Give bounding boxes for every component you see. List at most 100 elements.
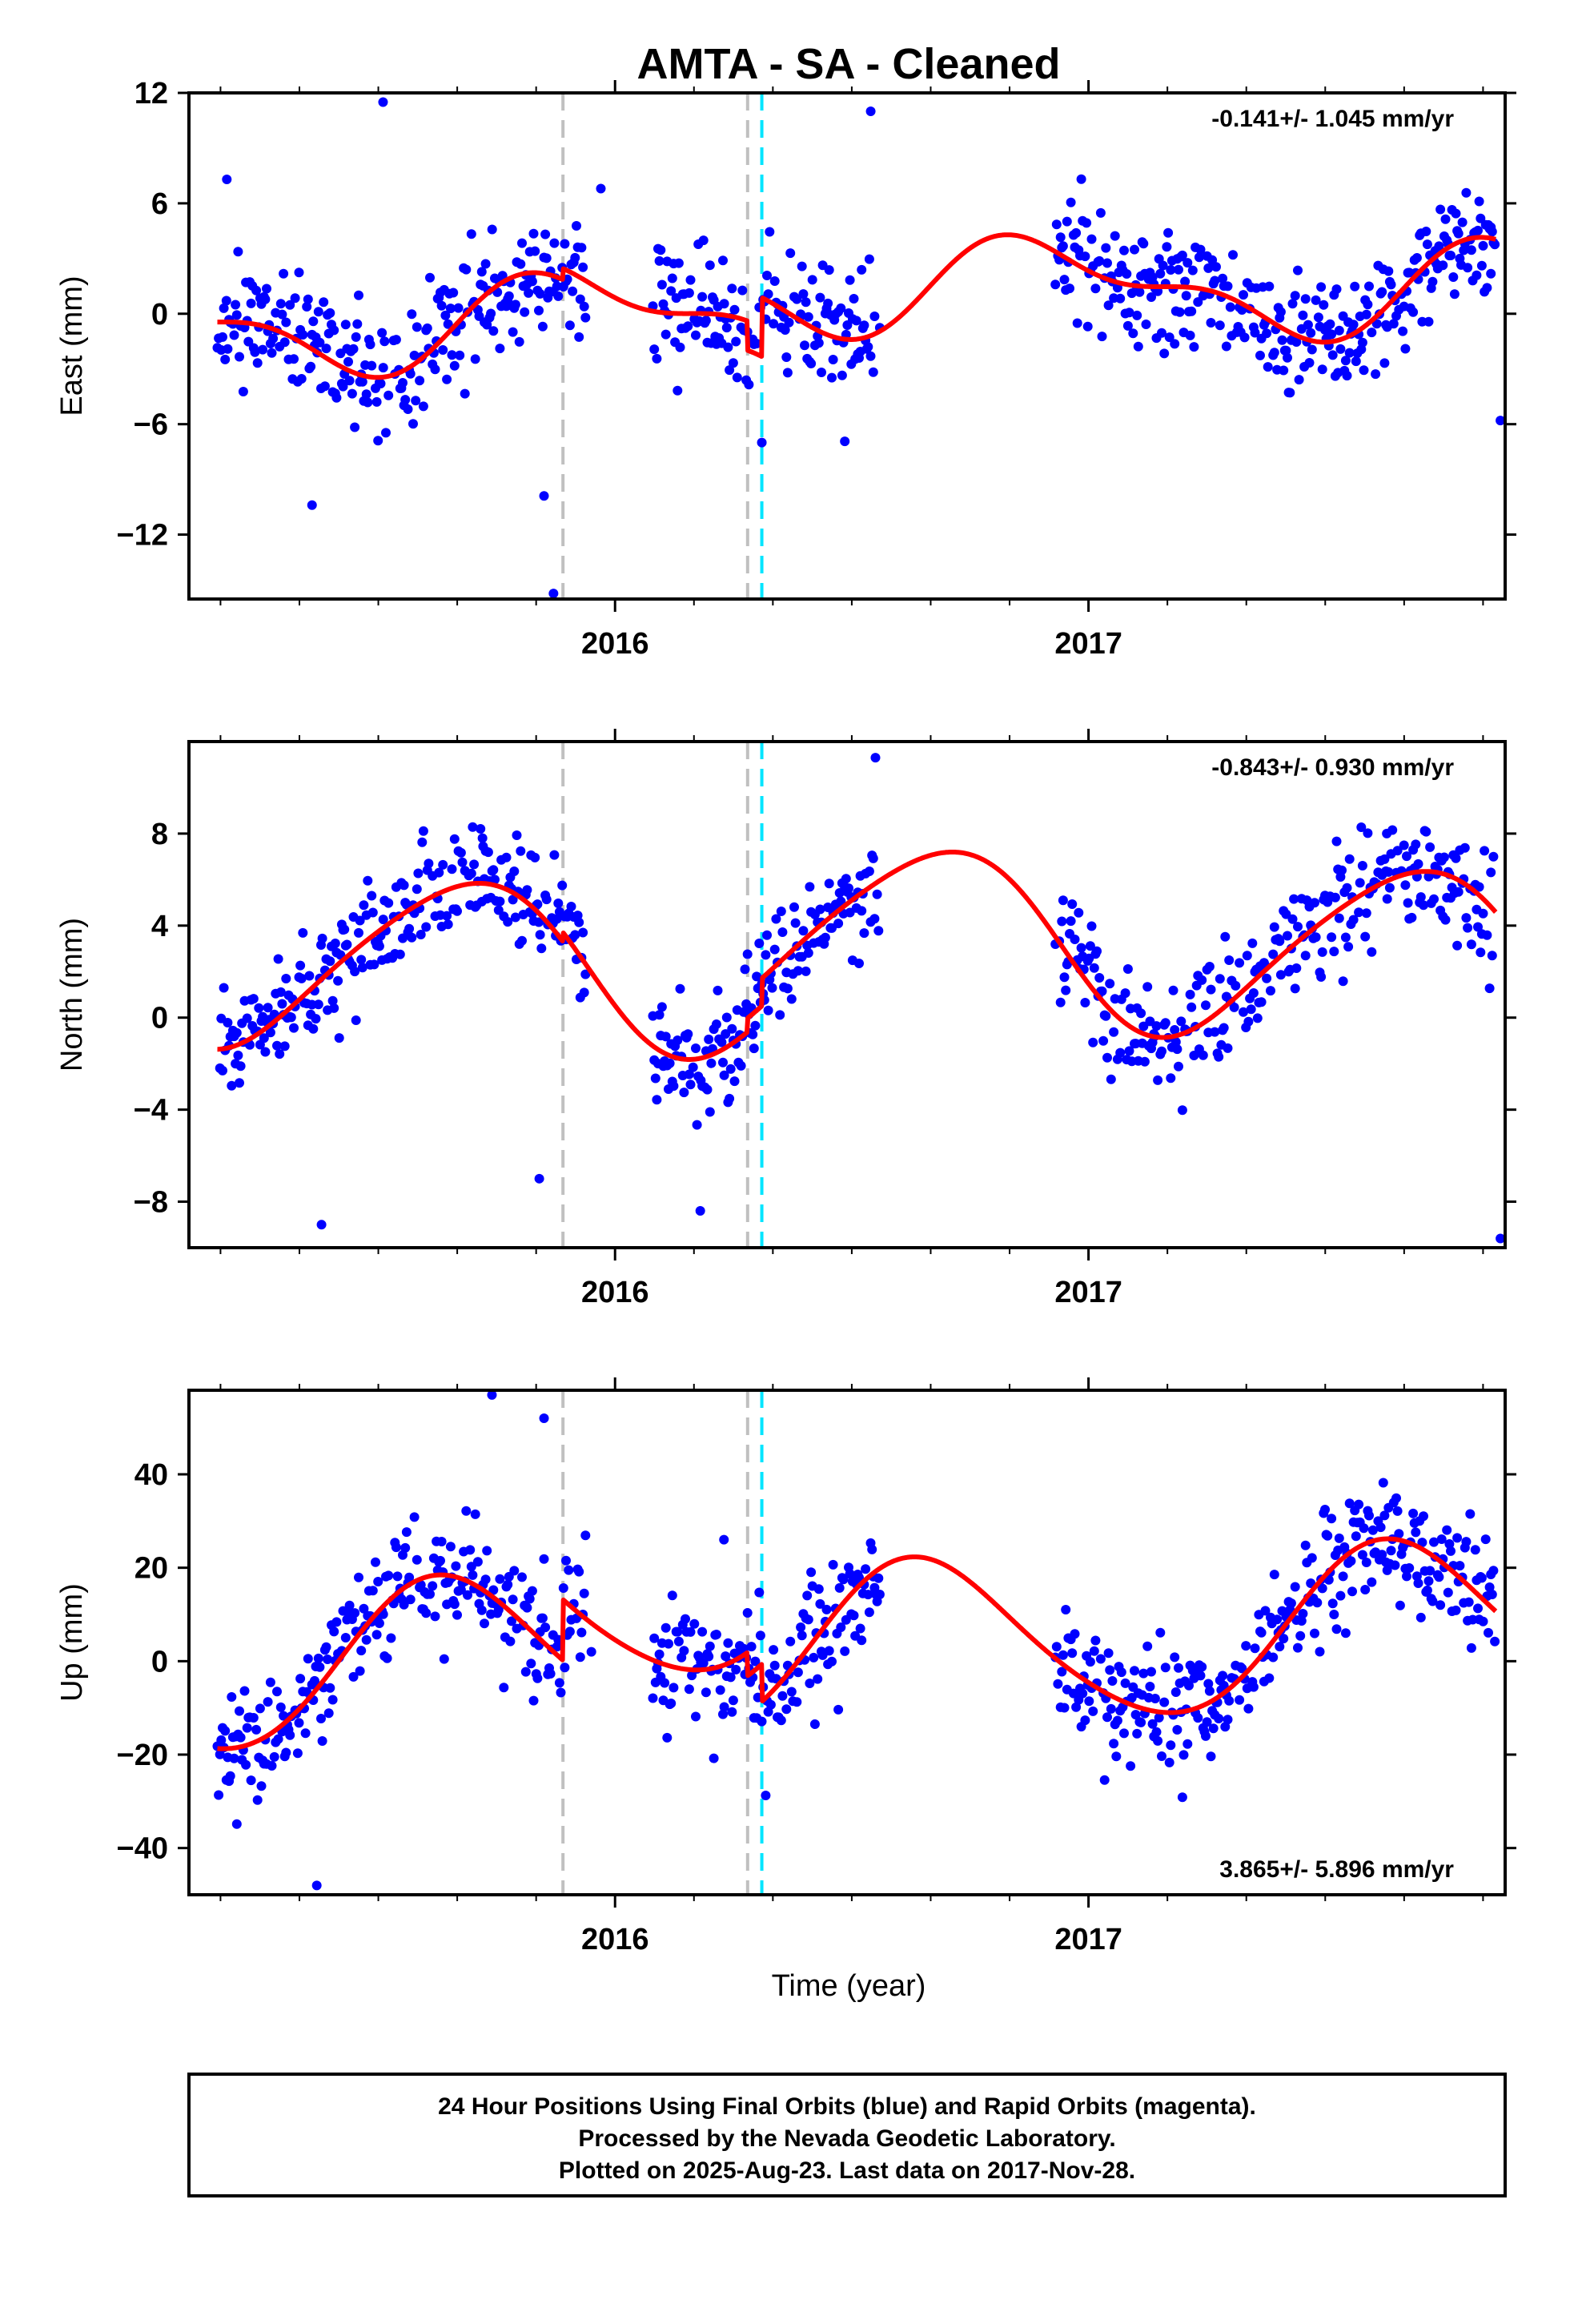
- data-point: [258, 344, 268, 355]
- data-point: [1099, 1775, 1110, 1785]
- data-point: [1436, 1534, 1447, 1544]
- data-point: [1351, 356, 1361, 367]
- y-axis-label: North (mm): [55, 918, 89, 1072]
- data-point: [252, 1795, 263, 1805]
- data-point: [1057, 916, 1067, 927]
- data-point: [1461, 187, 1472, 198]
- data-point: [1480, 1534, 1491, 1545]
- data-point: [1463, 263, 1473, 273]
- x-axis-label: Time (year): [772, 1969, 926, 2003]
- data-point: [1377, 1550, 1387, 1560]
- data-point: [327, 1695, 338, 1705]
- data-point: [534, 917, 544, 927]
- data-point: [1348, 320, 1359, 330]
- data-point: [698, 235, 709, 246]
- data-point: [1452, 940, 1463, 951]
- data-point: [1296, 1616, 1307, 1626]
- data-point: [1218, 273, 1228, 283]
- data-point: [316, 1714, 326, 1723]
- data-point: [1337, 865, 1347, 875]
- data-point: [1364, 1510, 1374, 1521]
- data-point: [580, 1530, 591, 1541]
- data-point: [231, 300, 241, 310]
- data-point: [541, 895, 552, 905]
- data-point: [436, 1555, 445, 1566]
- data-point: [355, 1666, 365, 1676]
- data-point: [1124, 1046, 1134, 1056]
- data-point: [313, 1653, 323, 1663]
- data-point: [373, 436, 383, 446]
- data-point: [286, 1012, 296, 1023]
- data-point: [868, 853, 878, 863]
- data-point: [823, 298, 833, 308]
- y-tick-label: 8: [151, 818, 168, 851]
- data-point: [1162, 242, 1172, 252]
- data-point: [828, 355, 838, 364]
- data-point: [1476, 260, 1487, 271]
- data-point: [1307, 1553, 1317, 1563]
- model-curve: [215, 850, 1498, 1062]
- data-point: [438, 345, 448, 355]
- data-point: [568, 286, 578, 296]
- data-point: [442, 911, 452, 921]
- data-point: [1487, 951, 1497, 961]
- data-point: [285, 300, 295, 310]
- x-tick-label: 2017: [1054, 1923, 1122, 1956]
- data-point: [1291, 963, 1302, 973]
- data-point: [728, 358, 738, 368]
- data-point: [1487, 1590, 1497, 1599]
- data-point: [1303, 320, 1313, 330]
- data-point: [1178, 1750, 1189, 1760]
- data-point: [570, 252, 580, 263]
- data-point: [792, 294, 802, 304]
- data-point: [442, 374, 452, 384]
- data-point: [673, 1035, 683, 1045]
- data-point: [701, 1687, 711, 1698]
- data-point: [752, 971, 762, 982]
- data-point: [1300, 294, 1311, 304]
- data-point: [1201, 1000, 1211, 1011]
- data-point: [256, 1781, 267, 1791]
- data-point: [499, 1683, 509, 1693]
- data-point: [1203, 1679, 1214, 1689]
- data-point: [813, 1674, 823, 1684]
- data-point: [382, 1653, 392, 1663]
- data-point: [1310, 1628, 1319, 1638]
- data-point: [1211, 262, 1221, 272]
- data-point: [1298, 1609, 1308, 1618]
- data-point: [371, 396, 382, 407]
- data-point: [1243, 1703, 1254, 1714]
- y-tick-label: 0: [151, 1002, 168, 1035]
- data-point: [1269, 922, 1279, 932]
- data-point: [827, 372, 837, 383]
- data-point: [1364, 281, 1374, 292]
- data-point: [1219, 1023, 1229, 1033]
- data-point: [330, 939, 340, 948]
- data-point: [1218, 1671, 1228, 1681]
- data-point: [1160, 1018, 1170, 1028]
- data-point: [1379, 854, 1390, 864]
- data-point: [378, 915, 388, 925]
- data-point: [1122, 964, 1133, 974]
- data-point: [1327, 329, 1337, 340]
- data-point: [233, 1050, 243, 1060]
- data-point: [229, 330, 239, 340]
- data-point: [1451, 208, 1461, 219]
- data-point: [1177, 250, 1187, 260]
- data-point: [1293, 265, 1303, 275]
- data-point: [1105, 979, 1115, 989]
- data-point: [769, 319, 779, 329]
- data-point: [1146, 1667, 1156, 1677]
- data-point: [1203, 263, 1214, 273]
- data-point: [685, 275, 696, 285]
- data-point: [1404, 1563, 1415, 1573]
- data-point: [1438, 260, 1448, 271]
- outlier-point: [865, 106, 876, 116]
- data-point: [1340, 932, 1351, 943]
- data-point: [1089, 1646, 1099, 1656]
- data-points: [215, 753, 1505, 1244]
- data-point: [566, 902, 576, 911]
- data-point: [415, 376, 425, 386]
- data-point: [323, 1655, 333, 1664]
- data-point: [1331, 836, 1342, 846]
